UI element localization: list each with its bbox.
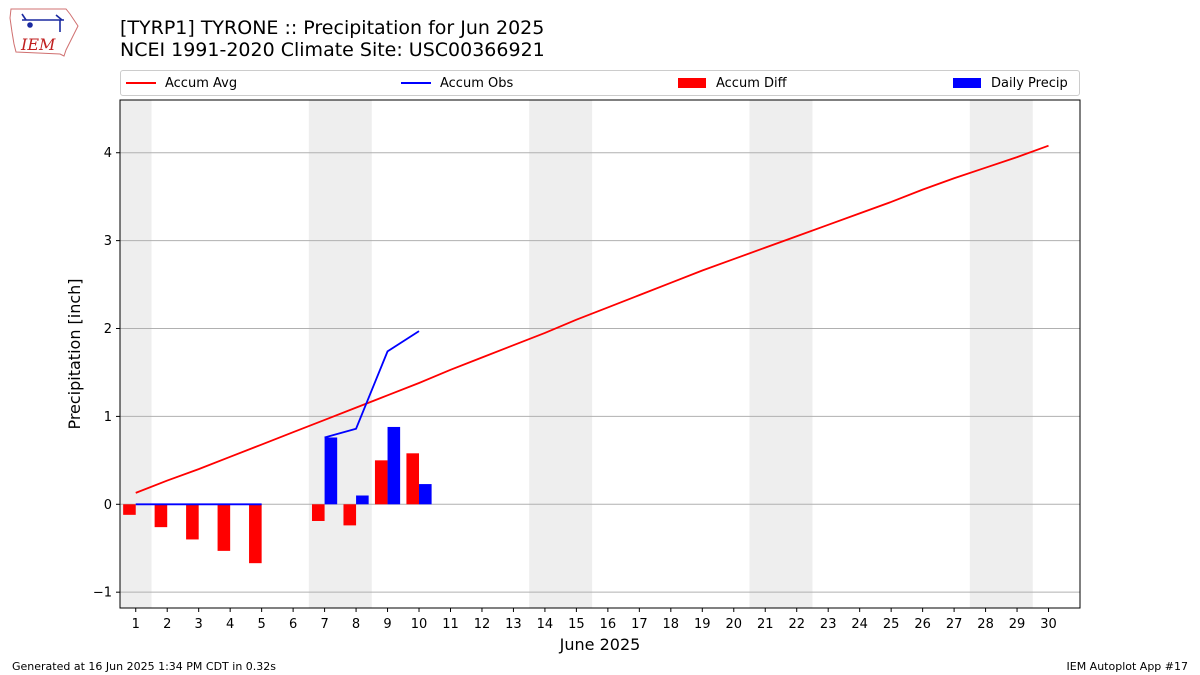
- weekend-shade: [308, 100, 372, 608]
- x-tick-label: 25: [883, 617, 900, 632]
- weekend-shade: [969, 100, 1033, 608]
- y-tick-label: 3: [104, 234, 112, 249]
- chart-subtitle: NCEI 1991-2020 Climate Site: USC00366921: [120, 39, 545, 61]
- x-tick-label: 26: [914, 617, 931, 632]
- x-tick-label: 7: [320, 617, 328, 632]
- x-tick-label: 29: [1009, 617, 1026, 632]
- y-tick-label: 2: [104, 322, 112, 337]
- footer-app-label: IEM Autoplot App #17: [1066, 660, 1189, 673]
- weather-instrument-icon: [21, 13, 64, 32]
- accum-diff-bar: [249, 504, 262, 564]
- weekend-shade: [120, 100, 152, 608]
- legend-label-accum-diff: Accum Diff: [716, 75, 787, 91]
- x-tick-label: 12: [474, 617, 491, 632]
- daily-precip-bar: [387, 426, 401, 505]
- y-tick-label: 1: [104, 410, 112, 425]
- accum-diff-bar: [123, 504, 136, 515]
- legend-label-accum-obs: Accum Obs: [440, 75, 514, 91]
- iem-logo: IEM: [9, 8, 79, 57]
- legend-item-accum-obs: Accum Obs: [401, 71, 513, 95]
- legend-swatch-accum-obs: [401, 82, 431, 84]
- x-tick-label: 23: [820, 617, 837, 632]
- x-axis-label: June 2025: [559, 635, 641, 654]
- accum-diff-bar: [217, 504, 231, 551]
- x-tick-label: 4: [226, 617, 234, 632]
- legend-label-daily-precip: Daily Precip: [991, 75, 1068, 91]
- x-tick-label: 20: [725, 617, 742, 632]
- x-tick-label: 1: [132, 617, 140, 632]
- daily-precip-bar: [419, 484, 432, 505]
- x-tick-label: 8: [352, 617, 360, 632]
- y-axis-label: Precipitation [inch]: [65, 278, 84, 429]
- x-tick-label: 22: [788, 617, 805, 632]
- x-tick-label: 19: [694, 617, 711, 632]
- legend-swatch-daily-precip: [953, 78, 981, 88]
- legend-swatch-accum-diff: [678, 78, 706, 88]
- y-tick-label: −1: [93, 586, 112, 601]
- legend-item-daily-precip: Daily Precip: [953, 71, 1068, 95]
- x-tick-label: 17: [631, 617, 648, 632]
- accum-diff-bar: [343, 504, 357, 526]
- accum-obs-line: [324, 330, 420, 439]
- x-tick-label: 16: [600, 617, 617, 632]
- x-tick-label: 9: [383, 617, 391, 632]
- accum-diff-bar: [374, 460, 388, 505]
- x-tick-label: 28: [977, 617, 994, 632]
- legend-label-accum-avg: Accum Avg: [165, 75, 238, 91]
- accum-avg-line: [135, 144, 1049, 494]
- x-tick-label: 3: [195, 617, 203, 632]
- accum-diff-bar: [186, 504, 199, 540]
- x-tick-label: 10: [411, 617, 428, 632]
- daily-precip-bar: [324, 437, 338, 505]
- legend-swatch-accum-avg: [126, 82, 156, 84]
- weekend-shade: [529, 100, 593, 608]
- daily-precip-bar: [356, 495, 369, 505]
- accum-diff-bar: [406, 453, 420, 505]
- x-tick-label: 15: [568, 617, 585, 632]
- weekend-shade: [749, 100, 813, 608]
- accum-diff-bar: [312, 504, 325, 521]
- x-tick-label: 13: [505, 617, 522, 632]
- x-tick-label: 30: [1040, 617, 1057, 632]
- x-tick-label: 6: [289, 617, 297, 632]
- x-tick-label: 18: [663, 617, 680, 632]
- chart-title: [TYRP1] TYRONE :: Precipitation for Jun …: [120, 17, 545, 39]
- logo-text: IEM: [20, 35, 56, 54]
- x-tick-label: 24: [851, 617, 868, 632]
- x-tick-label: 5: [257, 617, 265, 632]
- y-tick-label: 4: [104, 146, 112, 161]
- chart-legend: Accum Avg Accum Obs Accum Diff Daily Pre…: [120, 70, 1080, 96]
- x-tick-label: 2: [163, 617, 171, 632]
- footer-generated-text: Generated at 16 Jun 2025 1:34 PM CDT in …: [12, 660, 277, 673]
- y-tick-label: 0: [104, 498, 112, 513]
- x-tick-label: 27: [946, 617, 963, 632]
- legend-item-accum-avg: Accum Avg: [126, 71, 237, 95]
- legend-item-accum-diff: Accum Diff: [678, 71, 787, 95]
- x-tick-label: 14: [537, 617, 554, 632]
- x-tick-label: 21: [757, 617, 774, 632]
- plot-frame: [119, 99, 1081, 609]
- accum-diff-bar: [154, 504, 168, 528]
- x-tick-label: 11: [442, 617, 459, 632]
